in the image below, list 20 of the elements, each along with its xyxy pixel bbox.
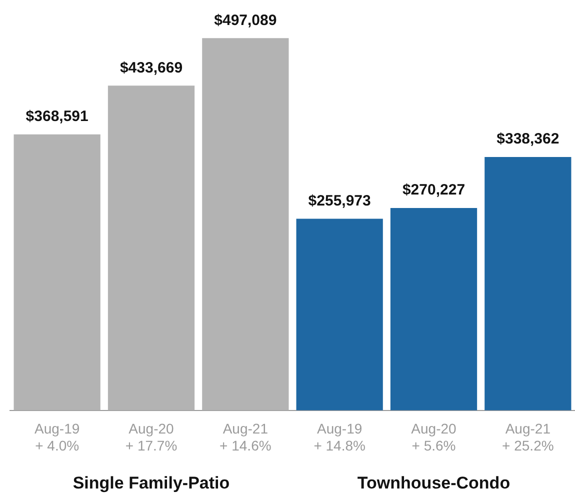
- x-tick-label: Aug-19 + 14.8%: [314, 420, 366, 454]
- bar: [14, 134, 100, 410]
- x-tick-label: Aug-20 + 17.7%: [125, 420, 178, 454]
- bar: [296, 218, 383, 410]
- x-tick-label: Aug-19 + 4.0%: [34, 420, 80, 454]
- data-label: $368,591: [26, 108, 88, 126]
- x-tick-label: Aug-21 + 14.6%: [220, 420, 272, 454]
- text: Single Family-Patio: [72, 473, 230, 492]
- data-label: $433,669: [120, 59, 183, 76]
- data-label: $497,089: [214, 12, 277, 29]
- data-label: $255,973: [308, 192, 371, 210]
- bar: [202, 38, 289, 410]
- data-label: $270,227: [402, 182, 466, 199]
- bar: [108, 86, 195, 410]
- x-tick-label: Aug-21 + 25.2%: [502, 420, 554, 454]
- x-tick-label: Aug-20 + 5.6%: [411, 420, 457, 454]
- data-label: $338,362: [496, 130, 560, 148]
- text: Townhouse-Condo: [357, 473, 510, 492]
- bar: [484, 157, 572, 410]
- bar: [390, 208, 478, 410]
